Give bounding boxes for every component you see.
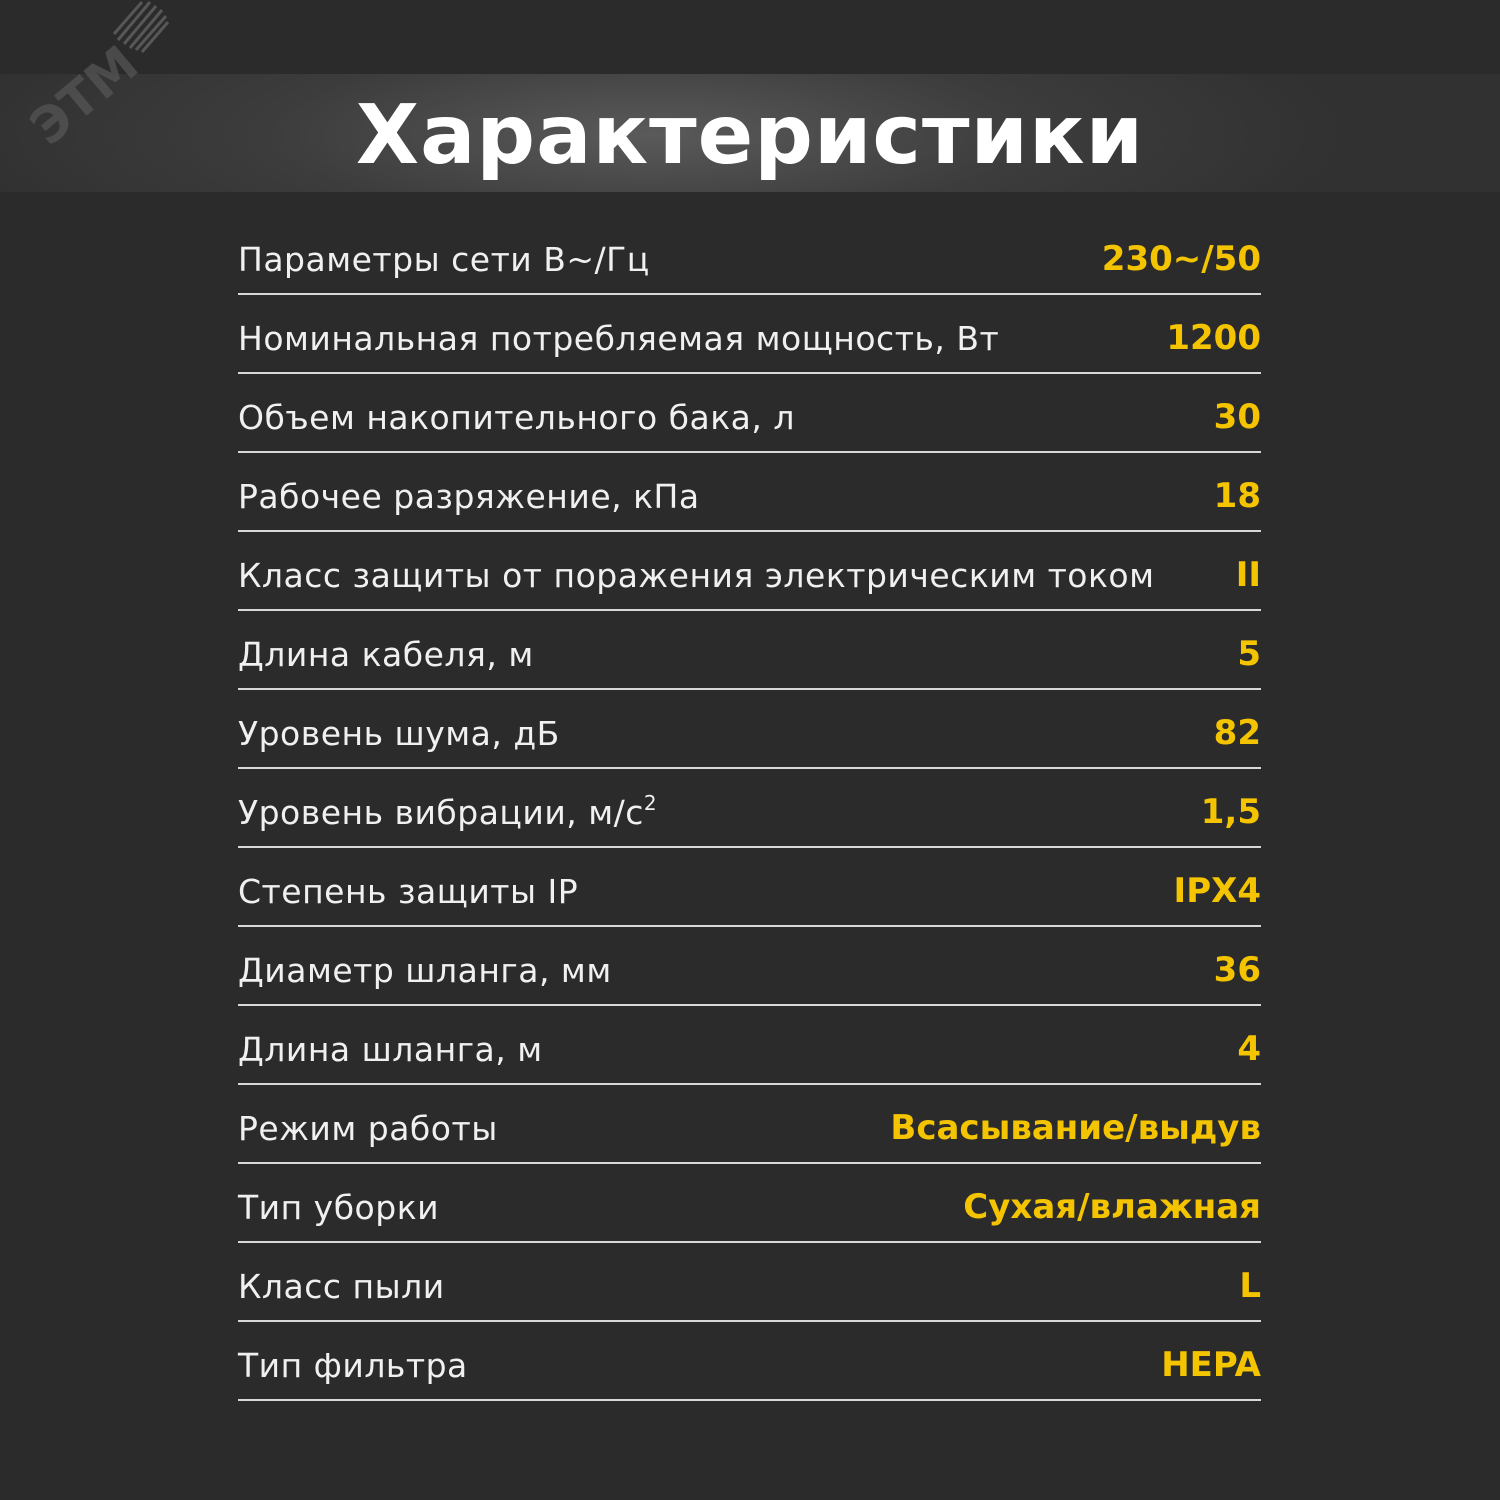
spec-value: 18 (1213, 476, 1261, 516)
spec-value: Сухая/влажная (963, 1187, 1261, 1227)
spec-row: Номинальная потребляемая мощность, Вт 120… (238, 295, 1261, 374)
spec-label-text: Объем накопительного бака, л (238, 398, 795, 437)
spec-label-text: Уровень шума, дБ (238, 714, 560, 753)
spec-value: 1200 (1166, 318, 1261, 358)
spec-label-text: Номинальная потребляемая мощность, Вт (238, 319, 1000, 358)
spec-label-text: Параметры сети В~/Гц (238, 240, 650, 279)
title-band (0, 74, 1500, 192)
spec-label: Параметры сети В~/Гц (238, 240, 650, 279)
spec-row: Объем накопительного бака, л 30 (238, 374, 1261, 453)
spec-value: 36 (1213, 950, 1261, 990)
spec-label-text: Степень защиты IP (238, 872, 579, 911)
spec-row: Рабочее разряжение, кПа 18 (238, 453, 1261, 532)
spec-row: Диаметр шланга, мм 36 (238, 927, 1261, 1006)
spec-value: 230~/50 (1101, 239, 1261, 279)
spec-row: Степень защиты IP IPX4 (238, 848, 1261, 927)
spec-label: Уровень шума, дБ (238, 714, 560, 753)
spec-value: 82 (1213, 713, 1261, 753)
spec-row: Уровень вибрации, м/с2 1,5 (238, 769, 1261, 848)
spec-value: IPX4 (1173, 871, 1261, 911)
spec-label-text: Режим работы (238, 1109, 498, 1148)
spec-label-text: Рабочее разряжение, кПа (238, 477, 700, 516)
spec-value: 4 (1237, 1029, 1261, 1069)
spec-label: Класс защиты от поражения электрическим … (238, 556, 1155, 595)
spec-label-text: Класс защиты от поражения электрическим … (238, 556, 1155, 595)
spec-row: Параметры сети В~/Гц 230~/50 (238, 216, 1261, 295)
spec-label: Объем накопительного бака, л (238, 398, 795, 437)
spec-label-text: Длина шланга, м (238, 1030, 543, 1069)
spec-row: Класс пыли L (238, 1243, 1261, 1322)
spec-label-superscript: 2 (643, 791, 658, 815)
spec-value: 30 (1213, 397, 1261, 437)
spec-label: Длина кабеля, м (238, 635, 534, 674)
spec-label: Длина шланга, м (238, 1030, 543, 1069)
spec-label-text: Тип уборки (238, 1188, 440, 1227)
spec-label: Диаметр шланга, мм (238, 951, 612, 990)
spec-label-text: Длина кабеля, м (238, 635, 534, 674)
spec-value: Всасывание/выдув (890, 1108, 1261, 1148)
spec-value: II (1235, 555, 1261, 595)
spec-label-text: Диаметр шланга, мм (238, 951, 612, 990)
spec-label: Уровень вибрации, м/с2 (238, 791, 657, 832)
spec-value: 5 (1237, 634, 1261, 674)
spec-row: Длина шланга, м 4 (238, 1006, 1261, 1085)
spec-value: L (1239, 1266, 1261, 1306)
spec-value: 1,5 (1200, 792, 1261, 832)
spec-label: Тип фильтра (238, 1346, 468, 1385)
spec-row: Класс защиты от поражения электрическим … (238, 532, 1261, 611)
spec-label: Номинальная потребляемая мощность, Вт (238, 319, 999, 358)
spec-row: Тип фильтра HEPA (238, 1322, 1261, 1401)
spec-label: Степень защиты IP (238, 872, 578, 911)
spec-row: Длина кабеля, м 5 (238, 611, 1261, 690)
spec-row: Тип уборки Сухая/влажная (238, 1164, 1261, 1243)
spec-row: Режим работы Всасывание/выдув (238, 1085, 1261, 1164)
spec-label: Класс пыли (238, 1267, 445, 1306)
spec-label: Тип уборки (238, 1188, 439, 1227)
spec-label-text: Класс пыли (238, 1267, 445, 1306)
spec-label: Режим работы (238, 1109, 498, 1148)
spec-label-text: Тип фильтра (238, 1346, 468, 1385)
spec-table: Параметры сети В~/Гц 230~/50 Номинальная п… (238, 216, 1261, 1401)
page-title: Характеристики (355, 88, 1145, 183)
spec-label-text: Уровень вибрации, м/с (238, 793, 644, 832)
etm-logo: ЭТМ (19, 1, 170, 150)
spec-row: Уровень шума, дБ 82 (238, 690, 1261, 769)
spec-value: HEPA (1161, 1345, 1261, 1385)
spec-label: Рабочее разряжение, кПа (238, 477, 700, 516)
